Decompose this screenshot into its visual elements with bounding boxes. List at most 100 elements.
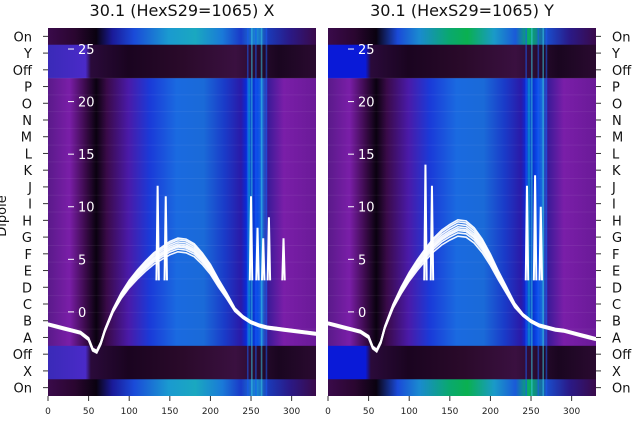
- row-label: K: [23, 164, 32, 179]
- overlay-spike: [281, 238, 286, 281]
- overlay-spike: [266, 217, 272, 281]
- row-label: K: [612, 164, 621, 179]
- row-label: J: [27, 181, 32, 196]
- heatmap-row: [328, 61, 596, 79]
- row-label: A: [612, 331, 621, 346]
- row-label: N: [612, 114, 622, 129]
- y-axis-label: Dipole: [0, 195, 10, 236]
- overlay-spike: [538, 206, 543, 281]
- heatmap-row: [48, 312, 316, 330]
- row-label: Off: [612, 348, 632, 363]
- row-label: O: [612, 97, 622, 112]
- row-label: Y: [23, 47, 32, 62]
- row-label: J: [611, 181, 616, 196]
- heatmap-bright-column: [265, 28, 268, 396]
- overlay-y-tick-label: 0: [358, 306, 366, 321]
- row-label: On: [612, 382, 630, 397]
- row-label: H: [612, 214, 622, 229]
- x-tick-label: 50: [83, 407, 95, 417]
- heatmap-row: [328, 94, 596, 113]
- heatmap-row: [328, 111, 596, 129]
- heatmap-bright-column: [255, 28, 257, 396]
- row-label: C: [612, 298, 621, 313]
- row-label: H: [22, 214, 32, 229]
- heatmap-row: [48, 379, 316, 396]
- overlay-series-line: [48, 237, 316, 352]
- row-label: E: [24, 265, 32, 280]
- row-label: I: [612, 198, 616, 213]
- heatmap-row: [328, 362, 596, 380]
- x-tick-label: 250: [522, 407, 539, 417]
- heatmap-row: [48, 128, 316, 146]
- x-tick-label: 50: [363, 407, 375, 417]
- heatmap-bright-column: [246, 28, 249, 396]
- row-label: D: [612, 281, 622, 296]
- overlay-spike: [255, 227, 260, 281]
- overlay-spike: [260, 238, 266, 281]
- heatmap-row: [328, 295, 596, 313]
- x-tick-label: 150: [161, 407, 178, 417]
- x-tick-label: 100: [121, 407, 138, 417]
- heatmap-row: [328, 312, 596, 330]
- heatmap-row: [48, 329, 316, 347]
- row-label: B: [23, 315, 32, 330]
- row-label: G: [22, 231, 32, 246]
- row-label: M: [21, 131, 32, 146]
- heatmap-bright-column: [537, 28, 540, 396]
- row-label: G: [612, 231, 622, 246]
- overlay-y-tick-label: 10: [78, 201, 95, 216]
- overlay-spike: [524, 185, 530, 281]
- overlay-y-tick-label: 20: [78, 96, 95, 111]
- overlay-y-tick-label: 25: [358, 43, 375, 58]
- x-tick-label: 250: [242, 407, 259, 417]
- overlay-y-tick-label: 10: [358, 201, 375, 216]
- chart-title: 30.1 (HexS29=1065) Y: [370, 1, 554, 20]
- heatmap-row: [328, 379, 596, 396]
- x-tick-label: 300: [563, 407, 580, 417]
- heatmap-row: [48, 44, 316, 63]
- overlay-y-tick-label: 5: [358, 253, 366, 268]
- heatmap-bright-column: [542, 28, 544, 396]
- heatmap-row: [48, 278, 316, 297]
- overlay-spike: [423, 164, 428, 281]
- row-label: M: [612, 131, 623, 146]
- x-tick-label: 200: [482, 407, 499, 417]
- row-label: Y: [611, 47, 620, 62]
- row-label: O: [22, 97, 32, 112]
- row-label: A: [23, 331, 32, 346]
- heatmap-row: [328, 262, 596, 280]
- row-label: P: [612, 81, 620, 96]
- row-label: L: [612, 147, 620, 162]
- heatmap-row: [48, 228, 316, 247]
- row-label: Off: [13, 64, 33, 79]
- heatmap-layer: [48, 28, 316, 396]
- heatmap-row: [48, 94, 316, 113]
- overlay-spike: [163, 196, 168, 281]
- overlay-series-line: [328, 218, 596, 351]
- row-label: B: [612, 315, 621, 330]
- row-label: C: [23, 298, 32, 313]
- heatmap-layer: [328, 28, 596, 396]
- heatmap-row: [48, 245, 316, 263]
- heatmap-row: [328, 44, 596, 63]
- heatmap-row: [328, 195, 596, 213]
- heatmap-row: [328, 329, 596, 347]
- overlay-y-tick-label: 20: [358, 96, 375, 111]
- row-label: E: [612, 265, 620, 280]
- overlay-spike: [248, 196, 254, 281]
- x-tick-label: 200: [202, 407, 219, 417]
- heatmap-row: [48, 111, 316, 129]
- heatmap-row: [48, 295, 316, 313]
- x-tick-label: 0: [325, 407, 331, 417]
- row-label: On: [14, 30, 32, 45]
- x-tick-label: 0: [45, 407, 51, 417]
- heatmap-row: [328, 161, 596, 180]
- overlay-y-tick-label: 5: [78, 253, 86, 268]
- heatmap-row: [328, 78, 596, 96]
- heatmap-row: [48, 145, 316, 163]
- row-label: N: [22, 114, 32, 129]
- overlay-y-tick-label: 0: [78, 306, 86, 321]
